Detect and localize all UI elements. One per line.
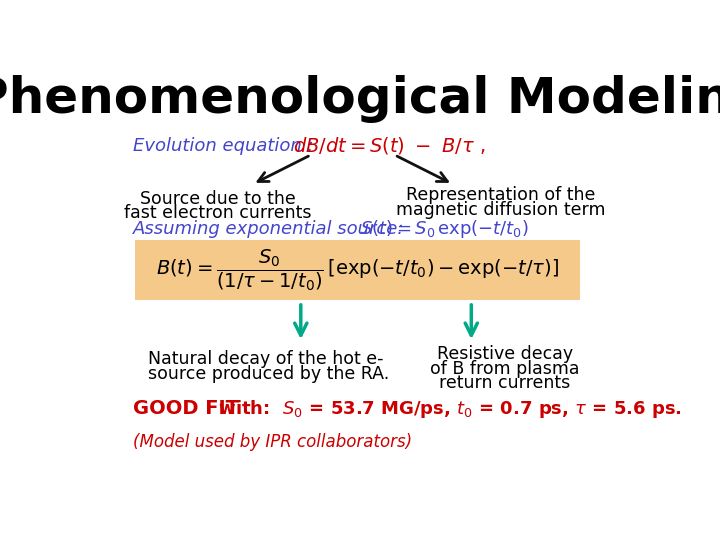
Text: $\mathit{dB/dt = S(t)\ -\ B/\tau\ ,}$: $\mathit{dB/dt = S(t)\ -\ B/\tau\ ,}$: [293, 135, 485, 156]
FancyBboxPatch shape: [135, 240, 580, 300]
Text: Representation of the: Representation of the: [406, 186, 595, 205]
Text: Resistive decay: Resistive decay: [436, 345, 572, 363]
Text: source produced by the RA.: source produced by the RA.: [148, 365, 390, 383]
Text: of B from plasma: of B from plasma: [430, 360, 580, 377]
Text: (Model used by IPR collaborators): (Model used by IPR collaborators): [132, 433, 412, 451]
Text: Assuming exponential source:: Assuming exponential source:: [132, 220, 404, 238]
Text: Source due to the: Source due to the: [140, 190, 296, 207]
Text: $B(t) = \dfrac{S_0}{(1/\tau - 1/t_0)}\,[\exp(-t/t_0) - \exp(-t/\tau)]$: $B(t) = \dfrac{S_0}{(1/\tau - 1/t_0)}\,[…: [156, 247, 559, 293]
Text: return currents: return currents: [439, 374, 570, 393]
Text: magnetic diffusion term: magnetic diffusion term: [396, 201, 606, 219]
Text: $S(t) = S_0\,\exp(-t/t_0)$: $S(t) = S_0\,\exp(-t/t_0)$: [360, 218, 528, 240]
Text: GOOD FIT: GOOD FIT: [132, 400, 238, 419]
Text: Phenomenological Modeling: Phenomenological Modeling: [0, 76, 720, 124]
Text: Natural decay of the hot e-: Natural decay of the hot e-: [148, 350, 384, 368]
Text: fast electron currents: fast electron currents: [124, 204, 312, 222]
Text: with:  $S_0$ = 53.7 MG/ps, $t_0$ = 0.7 ps, $\tau$ = 5.6 ps.: with: $S_0$ = 53.7 MG/ps, $t_0$ = 0.7 ps…: [206, 398, 682, 420]
Text: Evolution equation :: Evolution equation :: [132, 137, 313, 154]
